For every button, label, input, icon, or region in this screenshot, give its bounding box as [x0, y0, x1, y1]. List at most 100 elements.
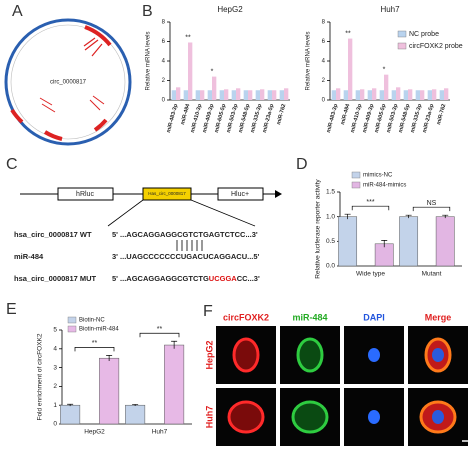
y-tick-label: 0.0 [326, 263, 335, 270]
annotation: * [211, 68, 214, 75]
gene-label: hRluc [76, 191, 94, 198]
legend-swatch [351, 181, 361, 189]
x-tick-label: HepG2 [84, 429, 105, 436]
bar [231, 90, 236, 100]
construct-diagram: hRluc Has_circ_0000817 Hluc+ hsa_circ_00… [14, 187, 282, 283]
y-axis-label: Relative miRNA levels [306, 31, 312, 90]
circos-arc [84, 25, 112, 47]
bar [255, 90, 260, 100]
x-tick-label: miR-483-3p [326, 103, 340, 134]
gene-box [217, 187, 264, 201]
y-tick-label: 0 [162, 98, 166, 104]
bar [348, 38, 353, 100]
x-tick-label: miR-335-3p [250, 103, 264, 134]
bar [125, 404, 146, 425]
bar [343, 90, 348, 100]
annotation: * [383, 66, 386, 73]
x-tick-label: miR-409-3p [362, 103, 376, 134]
arrow-head [275, 190, 282, 198]
bar [331, 90, 336, 100]
nucleus [432, 410, 444, 424]
annotation: NS [427, 200, 437, 207]
circos-link [83, 37, 103, 57]
x-tick-label: miR-762 [276, 103, 287, 125]
y-tick-label: 3 [53, 364, 57, 371]
row-label: HepG2 [204, 340, 214, 369]
bar [212, 76, 217, 100]
bar [379, 90, 384, 100]
column-label: circFOXK2 [223, 312, 269, 322]
legend-label: Biotin-NC [79, 318, 105, 324]
column-label: Merge [425, 312, 452, 322]
bar [219, 90, 224, 100]
sequence-name: hsa_circ_0000817 MUT [14, 274, 97, 283]
legend-swatch [67, 316, 77, 324]
bar [396, 87, 401, 100]
significance-bracket [139, 332, 180, 338]
circos-ring [4, 18, 132, 146]
x-tick-label: miR-23a-5p [262, 103, 276, 134]
legend-swatch [397, 42, 407, 50]
x-tick-label: miR-410-3p [190, 103, 204, 134]
bar [260, 89, 265, 100]
gene-box [57, 187, 114, 201]
bar [207, 90, 212, 100]
circos-plot: circ_0000817 [4, 18, 132, 146]
y-tick-label: 1.5 [326, 189, 335, 196]
bar [372, 88, 377, 100]
bar [284, 88, 289, 100]
y-axis-label: Relative miRNA levels [146, 31, 152, 90]
error-bar [381, 239, 388, 248]
sequence-part: 5' ...AGCAGGAGGCGTCTGAGTCTCC...3' [112, 230, 258, 239]
imaging-panel: circFOXK2 HepG2 Huh7 miR-484 DAPI Merge [204, 312, 470, 446]
circos-ring [10, 24, 126, 140]
legend-label: NC probe [409, 31, 439, 38]
annotation: ** [185, 34, 191, 41]
bar [183, 90, 188, 100]
y-tick-label: 5 [53, 327, 57, 334]
panel-letter: C [6, 156, 18, 173]
x-tick-label: miR-762 [436, 103, 447, 125]
y-tick-label: 8 [162, 20, 166, 26]
bar [60, 404, 81, 425]
bar [195, 90, 200, 100]
annotation: ** [92, 340, 98, 347]
bar [99, 357, 120, 425]
bar [384, 74, 389, 100]
bar [432, 89, 437, 100]
y-tick-label: 6 [162, 39, 166, 45]
y-tick-label: 0.5 [326, 238, 335, 245]
column-label: miR-484 [292, 312, 327, 322]
bar [420, 90, 425, 100]
x-tick-label: Wide type [356, 271, 385, 278]
y-tick-label: 8 [322, 20, 326, 26]
significance-bracket [412, 206, 451, 212]
significance-bracket [351, 205, 390, 211]
chart-title: HepG2 [217, 5, 243, 14]
cell [291, 400, 329, 434]
x-tick-label: miR-335-3p [410, 103, 424, 134]
error-bar [132, 404, 139, 406]
sequence: 5' ...AGCAGGAGGCGTCTGUCGGACC...3' [112, 274, 260, 283]
y-tick-label: 1.0 [326, 213, 335, 220]
legend-label: mimics-NC [363, 173, 393, 179]
y-tick-label: 4 [53, 346, 57, 353]
y-tick-label: 1 [53, 402, 57, 409]
sequence-part: UCGGA [209, 274, 238, 283]
panel-letter: D [296, 156, 308, 173]
y-axis-label: Relative luciferase reporter activity [315, 179, 322, 279]
y-tick-label: 4 [162, 59, 166, 65]
zoom-line [107, 199, 144, 227]
legend-label: Biotin-miR-484 [79, 327, 119, 333]
bar [336, 88, 341, 100]
x-tick-label: Mutant [422, 271, 442, 278]
bar [236, 88, 241, 100]
x-tick-label: miR-410-3p [350, 103, 364, 134]
error-bar [442, 214, 449, 219]
sequence: 3' ...UAGCCCCCCCUGACUCAGGACU...5' [112, 252, 260, 261]
bar [164, 344, 185, 425]
bar [188, 42, 193, 100]
circos-arc [43, 130, 63, 141]
gene-label: Hluc+ [231, 191, 249, 198]
